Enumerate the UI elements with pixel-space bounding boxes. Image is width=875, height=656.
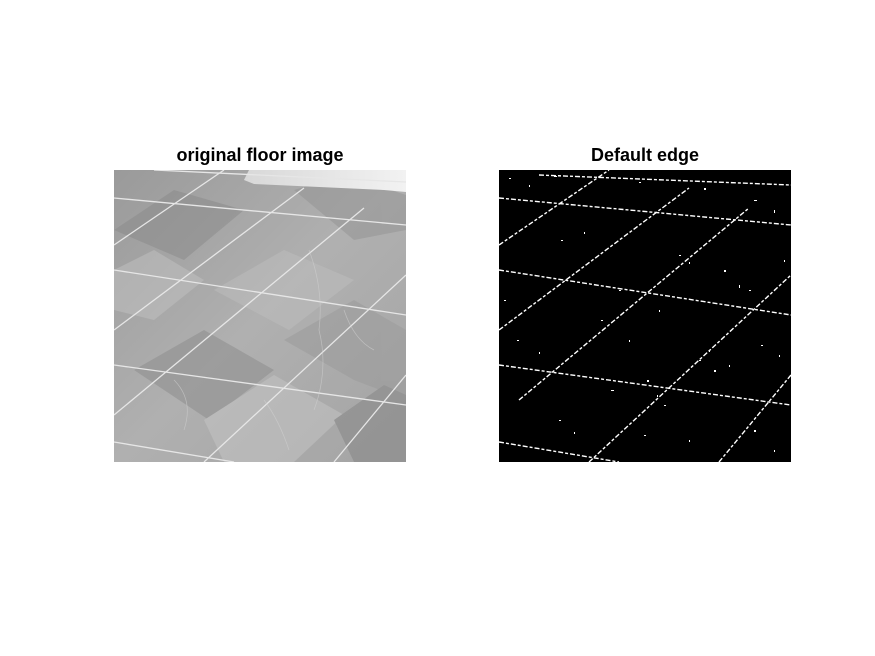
grout-lines: [114, 170, 406, 462]
default-edge-image: [499, 170, 791, 462]
edge-background: [499, 170, 791, 462]
original-floor-image: [114, 170, 406, 462]
default-edge-image-svg: [499, 170, 791, 462]
tile-shading: [114, 175, 406, 462]
edge-speckles: [504, 176, 785, 452]
edge-lines: [499, 170, 791, 462]
original-floor-image-svg: [114, 170, 406, 462]
original-image-title: original floor image: [176, 145, 344, 165]
edge-image-title: Default edge: [590, 145, 700, 165]
marble-veins: [173, 249, 375, 451]
rug-edge: [244, 170, 406, 192]
